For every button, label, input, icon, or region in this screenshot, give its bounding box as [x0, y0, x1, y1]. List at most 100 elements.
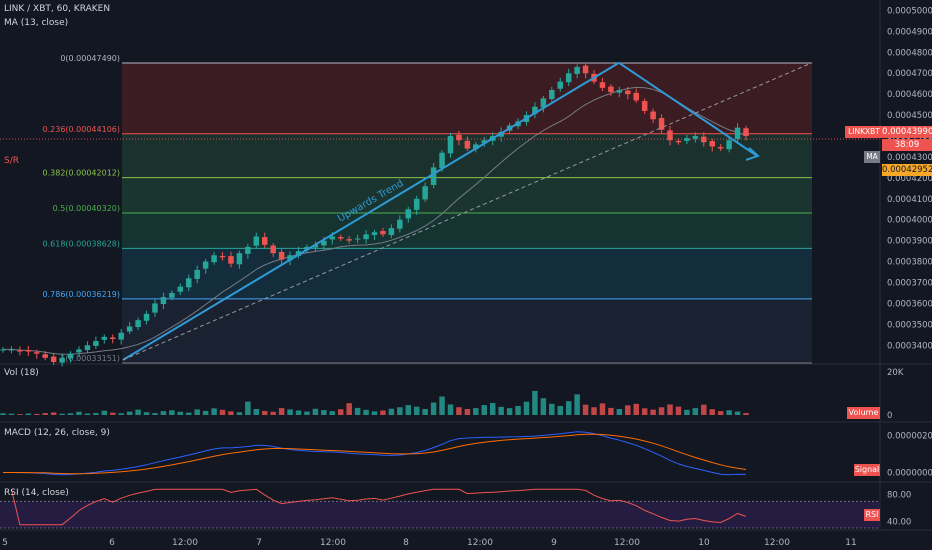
candle-body [371, 232, 378, 235]
candle-body [608, 86, 614, 93]
candle-body [574, 66, 580, 74]
candle-body [582, 65, 589, 74]
volume-bar [194, 409, 200, 415]
candle-body [481, 140, 488, 144]
rsi-axis-label: 40.00 [887, 517, 911, 527]
candle-body [625, 90, 631, 95]
fib-zone [122, 62, 812, 134]
candle-body [346, 239, 352, 241]
volume-bar [523, 401, 530, 415]
rsi-path [10, 488, 747, 526]
volume-bar [506, 408, 513, 415]
volume-bar [8, 413, 15, 415]
volume-bar [312, 408, 319, 415]
candle-body [726, 140, 732, 150]
candle-body [118, 332, 124, 340]
candle-body [50, 356, 57, 362]
volume-bar [489, 402, 496, 415]
candle-body [337, 237, 344, 239]
macd-title: MACD (12, 26, close, 9) [4, 428, 110, 438]
candle-body [152, 303, 158, 313]
volume-bar [202, 410, 209, 415]
candle-body [456, 134, 462, 141]
volume-bar [126, 411, 133, 415]
candle-body [734, 127, 741, 139]
fib-level-label: 0.786(0.00036219) [43, 290, 121, 299]
ma-path [3, 86, 747, 355]
candle-body [202, 261, 209, 269]
volume-bar [658, 407, 665, 415]
candle-body [599, 82, 606, 88]
time-tick-label: 12:00 [320, 538, 346, 548]
volume-bar [532, 390, 538, 415]
candle-body [557, 81, 563, 89]
volume-bar [405, 405, 412, 415]
candle-body [143, 313, 150, 321]
candle-body [194, 269, 200, 279]
candle-body [169, 292, 175, 298]
volume-bar [565, 401, 572, 415]
volume-bar [228, 411, 234, 415]
volume-tag: Volume [847, 407, 880, 419]
volume-bar [481, 405, 488, 415]
volume-bar [734, 411, 741, 415]
volume-bar [397, 407, 403, 415]
volume-bar [380, 410, 386, 415]
candle-body [8, 349, 15, 351]
dashed-trendline [122, 62, 813, 361]
symbol-tag: LINKXBT [845, 126, 883, 138]
volume-bar [304, 411, 310, 415]
candle-body [126, 326, 133, 332]
volume-bar [160, 411, 167, 415]
candle-body [641, 101, 648, 111]
candle-body [616, 89, 623, 93]
volume-bars: 20K 0 [0, 368, 904, 421]
volume-bar [608, 407, 614, 415]
volume-bar [464, 408, 471, 415]
volume-bar [599, 403, 606, 415]
volume-bar [270, 411, 276, 415]
candle-body [717, 147, 724, 149]
candle-body [25, 350, 32, 352]
volume-bar [76, 411, 82, 415]
volume-bar [422, 408, 428, 415]
volume-bar [186, 412, 192, 415]
volume-bar [616, 408, 623, 415]
candle-body [84, 345, 91, 351]
volume-bar [84, 413, 91, 415]
upwards-trendline [122, 61, 620, 361]
fibonacci-retracement: 0(0.00047490) 0.236(0.00044106) 0.382(0.00… [0, 54, 880, 364]
volume-axis-label: 20K [887, 368, 904, 378]
candle-body [17, 350, 23, 352]
volume-bar [692, 408, 699, 415]
volume-bar [439, 396, 445, 415]
candle-body [363, 234, 369, 240]
volume-bar [413, 406, 420, 415]
candle-body [405, 209, 412, 219]
candle-body [565, 73, 572, 83]
time-tick-label: 12:00 [764, 538, 790, 548]
candle-body [110, 337, 116, 339]
candle-body [93, 341, 99, 346]
grid [0, 0, 932, 531]
candle-body [532, 106, 538, 114]
vol-title: Vol (18) [4, 368, 39, 378]
volume-bar [67, 413, 74, 415]
candle-body [422, 186, 428, 200]
candle-body [59, 357, 65, 363]
rsi-title: RSI (14, close) [4, 488, 69, 498]
volume-bar [346, 403, 352, 415]
fib-level-label: 0.5(0.00040320) [53, 204, 120, 213]
volume-bar [245, 401, 251, 415]
signal-line [3, 433, 747, 475]
volume-bar [34, 413, 40, 415]
